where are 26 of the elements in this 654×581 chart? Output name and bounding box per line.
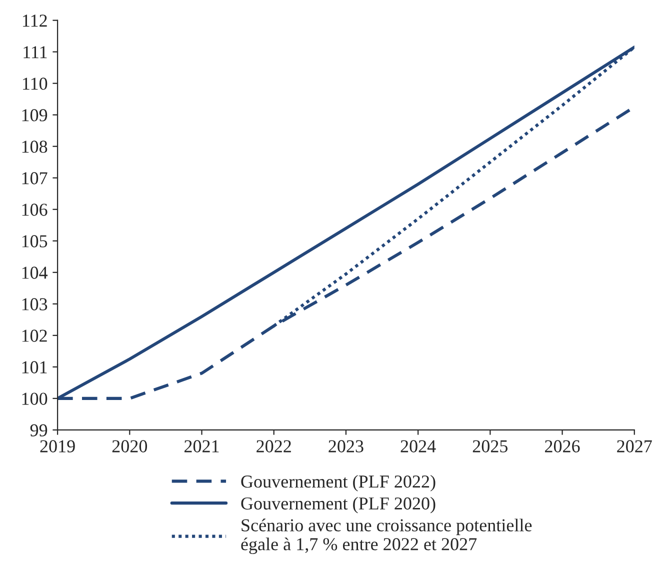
legend-label: Gouvernement (PLF 2020) [241,496,436,514]
y-tick-label: 101 [22,361,47,374]
x-tick-label: 2024 [400,440,436,452]
y-tick-label: 110 [23,78,48,90]
x-tick-label: 2023 [328,440,364,452]
y-tick-label: 111 [24,46,47,58]
legend-label: Gouvernement (PLF 2022) [241,474,436,492]
legend-label: Scénario avec une croissance potentielle égale à 1,7 % entre 2022 et 2027 [241,518,532,554]
y-tick-label: 107 [22,172,48,184]
x-tick-label: 2021 [184,440,219,452]
x-tick-label: 2020 [112,440,148,452]
y-tick-label: 105 [22,235,48,248]
x-tick-label: 2026 [545,440,580,452]
x-tick-label: 2025 [472,440,508,452]
y-tick-label: 104 [22,266,48,279]
x-tick-label: 2027 [617,440,652,452]
y-tick-label: 103 [22,298,48,310]
y-tick-label: 99 [30,424,48,436]
y-tick-label: 106 [22,204,48,216]
y-tick-label: 100 [22,392,48,405]
y-tick-label: 102 [22,330,47,342]
x-tick-label: 2022 [256,440,291,452]
y-tick-label: 108 [22,140,48,153]
y-tick-label: 109 [22,109,48,122]
x-tick-label: 2019 [40,440,75,452]
y-tick-label: 112 [23,14,47,27]
